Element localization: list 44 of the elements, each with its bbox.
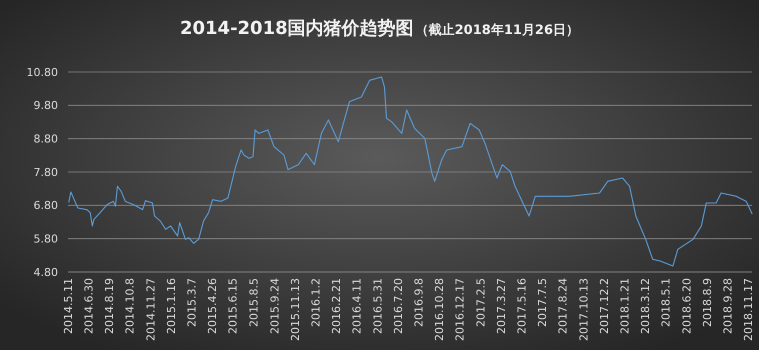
chart-subtitle: （截止2018年11月26日） (416, 23, 580, 38)
x-tick-label: 2017.2.5 (474, 278, 488, 327)
y-tick-label: 6.80 (34, 199, 58, 212)
x-tick-label: 2017.12.2 (598, 278, 611, 334)
x-tick-label: 2016.10.28 (433, 278, 446, 341)
x-tick-label: 2017.10.13 (577, 278, 590, 341)
x-tick-label: 2018.9.28 (722, 278, 735, 334)
y-tick-label: 8.80 (34, 132, 58, 146)
x-tick-label: 2015.9.24 (268, 278, 282, 334)
x-tick-label: 2017.3.27 (494, 278, 508, 334)
line-series (68, 76, 753, 267)
x-tick-label: 2015.3.7 (185, 278, 198, 327)
x-tick-label: 2016.2.21 (330, 278, 344, 334)
x-tick-label: 2016.1.2 (309, 278, 322, 327)
chart-title: 2014-2018国内猪价趋势图 (180, 18, 414, 39)
x-tick-label: 2018.6.20 (680, 278, 694, 334)
y-tick-label: 10.80 (26, 66, 58, 79)
y-tick-label: 9.80 (34, 99, 58, 112)
x-tick-label: 2016.9.8 (412, 278, 426, 327)
x-tick-label: 2017.5.16 (516, 278, 529, 334)
x-tick-label: 2014.6.30 (82, 278, 96, 334)
x-tick-label: 2014.8.19 (103, 278, 116, 334)
x-tick-label: 2014.5.11 (62, 278, 75, 334)
x-tick-label: 2014.11.27 (144, 278, 158, 341)
x-tick-label: 2016.7.20 (392, 278, 405, 334)
x-tick-label: 2014.10.8 (124, 278, 137, 334)
x-tick-label: 2018.3.12 (639, 278, 652, 334)
x-tick-label: 2018.5.1 (660, 278, 673, 327)
x-tick-label: 2016.4.11 (350, 278, 364, 334)
x-tick-label: 2017.7.5 (536, 278, 550, 327)
x-tick-label: 2018.8.9 (700, 278, 714, 327)
x-tick-label: 2015.11.13 (288, 278, 302, 341)
y-tick-label: 5.80 (34, 232, 58, 246)
y-tick-label: 4.80 (34, 266, 58, 279)
x-tick-label: 2016.5.31 (371, 278, 384, 334)
x-tick-label: 2018.11.17 (742, 278, 756, 341)
x-tick-label: 2018.1.21 (618, 278, 632, 334)
x-tick-label: 2015.1.16 (164, 278, 178, 334)
x-tick-label: 2016.12.17 (454, 278, 467, 341)
x-tick-label: 2015.8.5 (248, 278, 261, 327)
x-tick-label: 2015.6.15 (226, 278, 240, 334)
y-tick-label: 7.80 (34, 166, 58, 179)
x-tick-label: 2015.4.26 (206, 278, 220, 334)
x-tick-label: 2017.8.24 (556, 278, 570, 334)
